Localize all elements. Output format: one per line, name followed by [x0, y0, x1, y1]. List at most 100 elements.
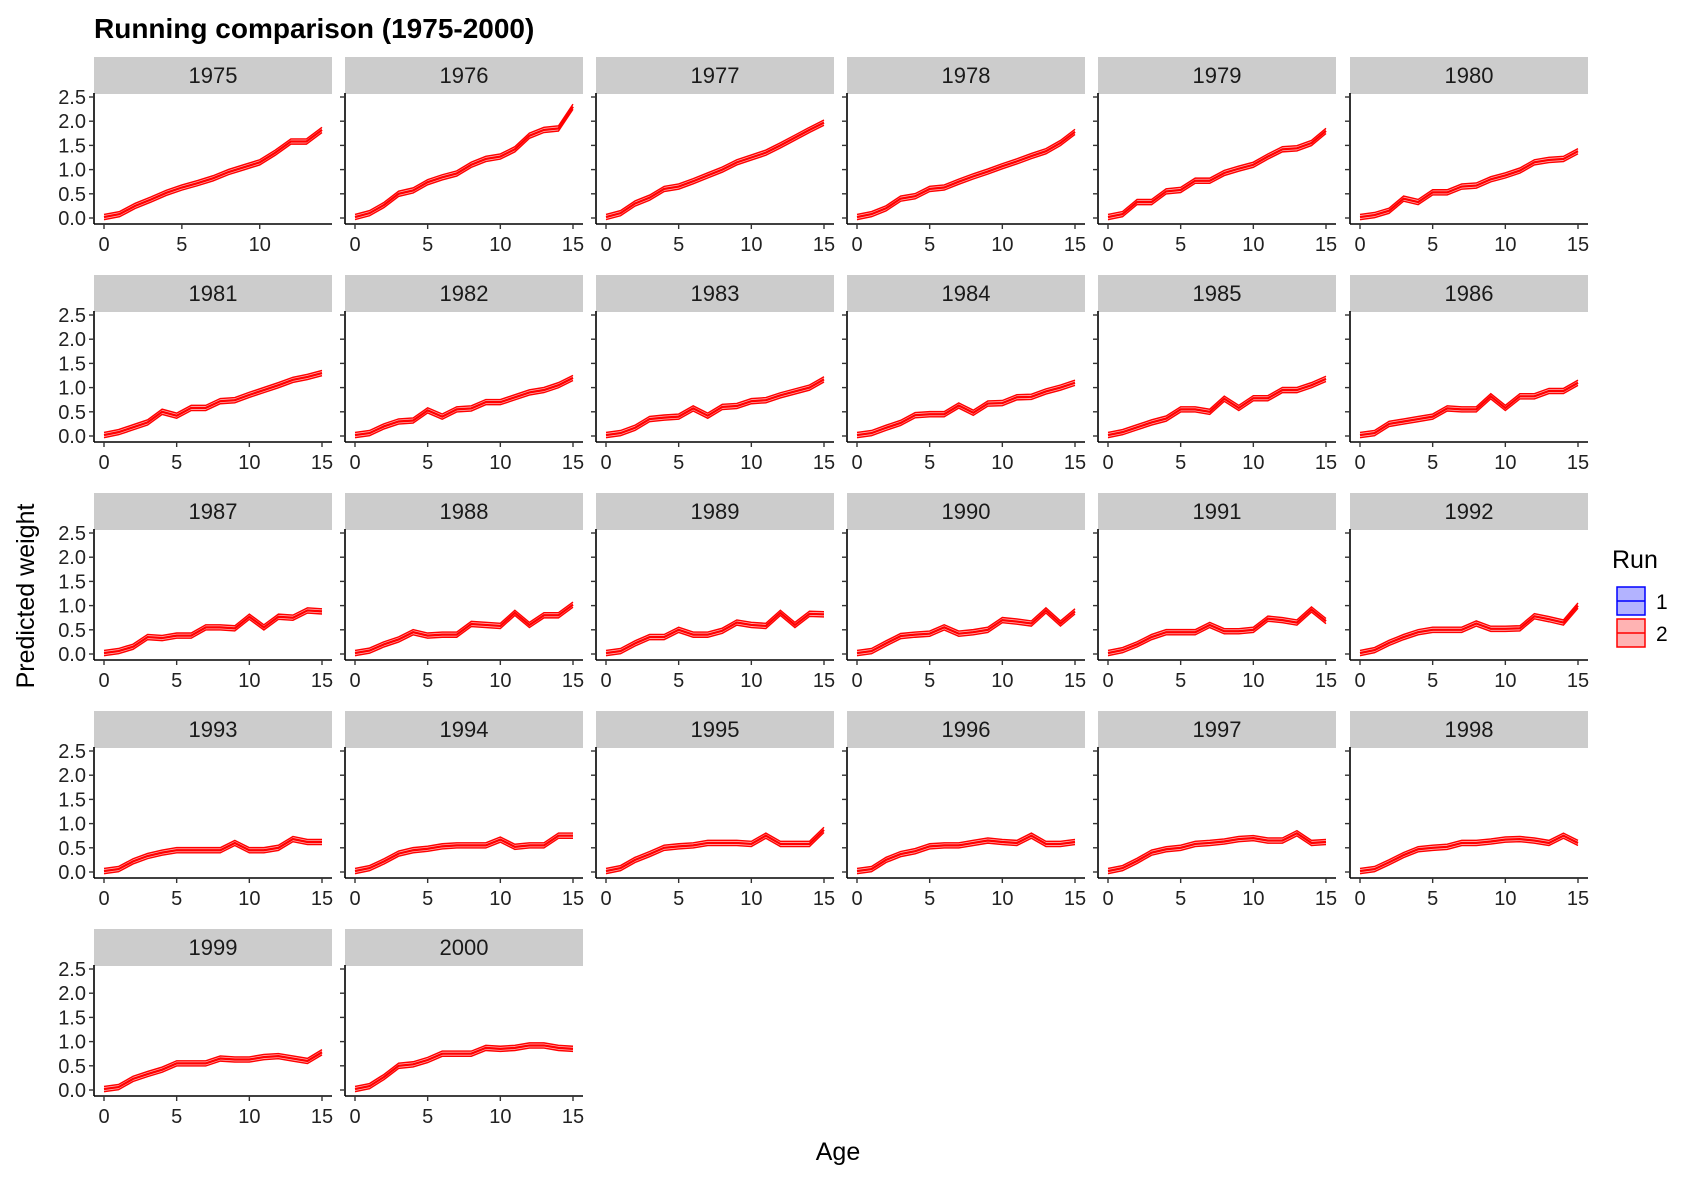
- x-tick-label: 5: [924, 452, 935, 474]
- series-upper-line: [1107, 375, 1327, 434]
- facet-panel-1994: 1994 0 5 10 15: [340, 711, 584, 910]
- x-tick-label: 5: [422, 888, 433, 910]
- series-upper-line: [354, 374, 574, 434]
- series-upper-line: [103, 835, 322, 870]
- facet-strip: [345, 929, 583, 966]
- y-tick-label: 2.0: [58, 329, 86, 351]
- series-lower-line: [856, 384, 1076, 439]
- facet-strip: [1098, 493, 1336, 530]
- facet-panel-1993: 1993 0.00.51.0 1.52.02.5 0 5 10 15: [58, 711, 333, 910]
- facet-strip: [1098, 711, 1336, 748]
- facet-strip-label: 1996: [942, 717, 991, 742]
- facet-strip: [596, 711, 834, 748]
- series-line: [1107, 130, 1327, 219]
- series-line: [354, 106, 574, 219]
- x-tick-label: 0: [851, 670, 862, 692]
- y-axis-title: Predicted weight: [12, 504, 40, 689]
- facet-strip-label: 1991: [1193, 499, 1242, 524]
- facet-panel-1992: 1992 0 5 10 15: [1345, 493, 1589, 692]
- legend-item-1: 1: [1616, 586, 1668, 616]
- x-tick-label: 0: [98, 670, 109, 692]
- series-lower-line: [103, 131, 323, 221]
- y-tick-label: 2.5: [58, 305, 86, 327]
- y-tick-label: 2.0: [58, 547, 86, 569]
- facet-strip: [345, 275, 583, 312]
- series-lower-line: [354, 837, 573, 875]
- series-upper-line: [354, 1042, 574, 1088]
- facet-strip: [94, 493, 332, 530]
- x-tick-label: 10: [1494, 234, 1516, 256]
- x-tick-label: 0: [1102, 452, 1113, 474]
- y-tick-label: 1.5: [58, 571, 86, 593]
- series-lower-line: [1107, 132, 1327, 221]
- series-line: [605, 611, 825, 655]
- x-tick-label: 15: [311, 1106, 333, 1128]
- facet-strip-label: 1985: [1193, 281, 1242, 306]
- series-upper-line: [605, 376, 825, 434]
- facet-strip-label: 1990: [942, 499, 991, 524]
- x-tick-label: 0: [349, 888, 360, 910]
- facet-panel-1987: 1987 0.00.51.0 1.52.02.5 0 5 10 15: [58, 493, 333, 692]
- series-line: [103, 609, 323, 655]
- x-tick-label: 15: [562, 234, 584, 256]
- facet-strip-label: 1982: [440, 281, 489, 306]
- x-tick-label: 15: [1064, 670, 1086, 692]
- x-tick-label: 15: [1567, 888, 1589, 910]
- y-tick-label: 2.5: [58, 741, 86, 763]
- series-band: [606, 120, 824, 220]
- x-tick-label: 10: [740, 452, 762, 474]
- facet-panel-1978: 1978 0 5 10 15: [842, 57, 1086, 256]
- x-tick-label: 10: [991, 670, 1013, 692]
- facet-panel-1981: 1981 0.00.51.0 1.52.02.5 0 5 10 15: [58, 275, 333, 474]
- x-tick-label: 10: [991, 452, 1013, 474]
- facet-panel-1988: 1988 0 5 10 15: [340, 493, 584, 692]
- x-tick-label: 5: [171, 452, 182, 474]
- x-tick-label: 15: [562, 670, 584, 692]
- x-tick-label: 15: [813, 670, 835, 692]
- facet-strip-label: 1978: [942, 63, 991, 88]
- facet-strip-label: 1989: [691, 499, 740, 524]
- legend-label: 1: [1656, 591, 1668, 614]
- x-tick-label: 5: [1175, 888, 1186, 910]
- series-upper-line: [1107, 605, 1327, 652]
- series-upper-line: [103, 126, 323, 216]
- legend-label: 2: [1656, 623, 1668, 646]
- series-upper-line: [1359, 602, 1579, 652]
- facet-panel-1996: 1996 0 5 10 15: [842, 711, 1086, 910]
- y-tick-label: 2.0: [58, 983, 86, 1005]
- facet-strip-label: 2000: [440, 935, 489, 960]
- y-tick-label: 0.5: [58, 402, 86, 424]
- facet-strip: [847, 275, 1085, 312]
- x-tick-label: 10: [740, 670, 762, 692]
- series-line: [1107, 377, 1327, 437]
- x-tick-label: 5: [924, 670, 935, 692]
- x-tick-label: 15: [1315, 888, 1337, 910]
- series-upper-line: [856, 606, 1076, 652]
- series-upper-line: [1359, 379, 1579, 434]
- series-upper-line: [605, 609, 825, 652]
- x-tick-label: 15: [562, 1106, 584, 1128]
- series-lower-line: [103, 840, 322, 875]
- series-line: [1359, 150, 1579, 219]
- series-lower-line: [103, 1054, 323, 1093]
- facet-strip: [596, 275, 834, 312]
- series-upper-line: [103, 1049, 323, 1088]
- facet-strip-label: 1984: [942, 281, 991, 306]
- facet-strip: [847, 711, 1085, 748]
- series-lower-line: [103, 612, 323, 657]
- facet-panel-1984: 1984 0 5 10 15: [842, 275, 1086, 474]
- y-tick-label: 0.5: [58, 184, 86, 206]
- series-lower-line: [1107, 611, 1327, 657]
- y-tick-label: 2.5: [58, 959, 86, 981]
- y-tick-label: 1.5: [58, 789, 86, 811]
- series-line: [103, 1051, 323, 1091]
- x-tick-label: 10: [1242, 670, 1264, 692]
- facet-panel-1980: 1980 0 5 10 15: [1345, 57, 1589, 256]
- series-line: [856, 130, 1076, 219]
- y-tick-label: 2.0: [58, 765, 86, 787]
- x-tick-label: 0: [349, 234, 360, 256]
- facet-strip: [847, 57, 1085, 94]
- x-tick-label: 5: [673, 452, 684, 474]
- x-tick-label: 0: [349, 452, 360, 474]
- series-upper-line: [605, 119, 825, 216]
